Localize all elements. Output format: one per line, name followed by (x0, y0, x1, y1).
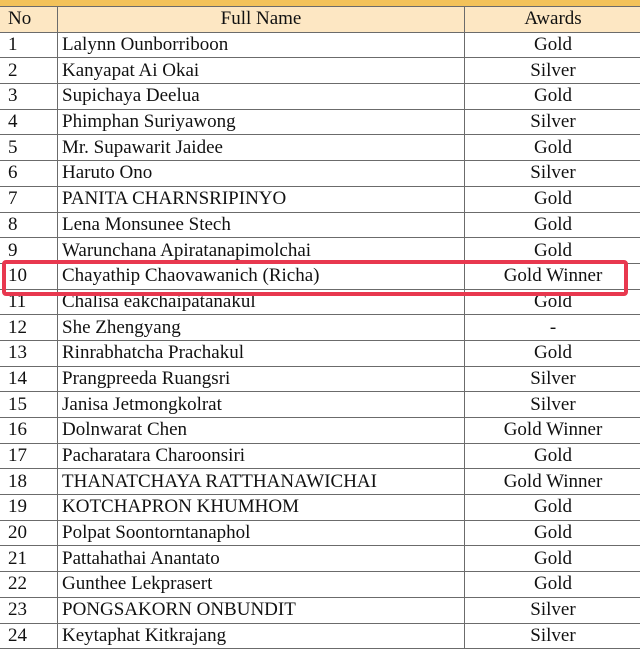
name-cell: Supichaya Deelua (58, 84, 465, 110)
no-cell: 19 (0, 495, 58, 521)
name-cell: Janisa Jetmongkolrat (58, 392, 465, 418)
name-cell: She Zhengyang (58, 315, 465, 341)
award-cell: Gold (465, 212, 640, 238)
name-cell: Rinrabhatcha Prachakul (58, 340, 465, 366)
no-cell: 18 (0, 469, 58, 495)
award-cell: Gold (465, 32, 640, 58)
award-cell: Gold (465, 495, 640, 521)
award-cell: Silver (465, 597, 640, 623)
name-cell: Dolnwarat Chen (58, 418, 465, 444)
name-cell: KOTCHAPRON KHUMHOM (58, 495, 465, 521)
no-cell: 20 (0, 520, 58, 546)
no-cell: 3 (0, 84, 58, 110)
award-cell: Gold (465, 84, 640, 110)
name-cell: Kanyapat Ai Okai (58, 58, 465, 84)
name-cell: Phimphan Suriyawong (58, 109, 465, 135)
award-cell: Gold (465, 340, 640, 366)
award-cell: Silver (465, 623, 640, 649)
award-cell: Silver (465, 392, 640, 418)
award-cell: Gold (465, 443, 640, 469)
name-cell: PANITA CHARNSRIPINYO (58, 186, 465, 212)
name-cell: Mr. Supawarit Jaidee (58, 135, 465, 161)
award-cell: Silver (465, 58, 640, 84)
no-cell: 14 (0, 366, 58, 392)
header-row: No Full Name Awards (0, 7, 640, 33)
no-cell: 7 (0, 186, 58, 212)
no-cell: 1 (0, 32, 58, 58)
name-cell: Lalynn Ounborriboon (58, 32, 465, 58)
name-cell: Pacharatara Charoonsiri (58, 443, 465, 469)
award-cell: Gold (465, 520, 640, 546)
name-cell: Gunthee Lekprasert (58, 572, 465, 598)
award-cell: Silver (465, 161, 640, 187)
name-cell: Polpat Soontorntanaphol (58, 520, 465, 546)
award-cell: Gold (465, 546, 640, 572)
no-cell: 4 (0, 109, 58, 135)
name-cell: Keytaphat Kitkrajang (58, 623, 465, 649)
name-cell: PONGSAKORN ONBUNDIT (58, 597, 465, 623)
no-cell: 6 (0, 161, 58, 187)
no-cell: 12 (0, 315, 58, 341)
no-cell: 16 (0, 418, 58, 444)
name-cell: Lena Monsunee Stech (58, 212, 465, 238)
name-cell: Pattahathai Anantato (58, 546, 465, 572)
no-cell: 21 (0, 546, 58, 572)
name-cell: Prangpreeda Ruangsri (58, 366, 465, 392)
name-cell: Haruto Ono (58, 161, 465, 187)
no-cell: 22 (0, 572, 58, 598)
award-cell: Gold (465, 572, 640, 598)
award-cell: Gold (465, 135, 640, 161)
highlight-box (2, 260, 628, 296)
header-full-name: Full Name (58, 7, 465, 33)
no-cell: 24 (0, 623, 58, 649)
award-cell: Gold (465, 186, 640, 212)
award-cell: Silver (465, 366, 640, 392)
no-cell: 13 (0, 340, 58, 366)
no-cell: 15 (0, 392, 58, 418)
award-cell: Gold Winner (465, 418, 640, 444)
name-cell: THANATCHAYA RATTHANAWICHAI (58, 469, 465, 495)
header-no: No (0, 7, 58, 33)
no-cell: 23 (0, 597, 58, 623)
award-cell: Silver (465, 109, 640, 135)
award-cell: - (465, 315, 640, 341)
no-cell: 8 (0, 212, 58, 238)
no-cell: 5 (0, 135, 58, 161)
header-awards: Awards (465, 7, 640, 33)
no-cell: 17 (0, 443, 58, 469)
award-cell: Gold Winner (465, 469, 640, 495)
no-cell: 2 (0, 58, 58, 84)
